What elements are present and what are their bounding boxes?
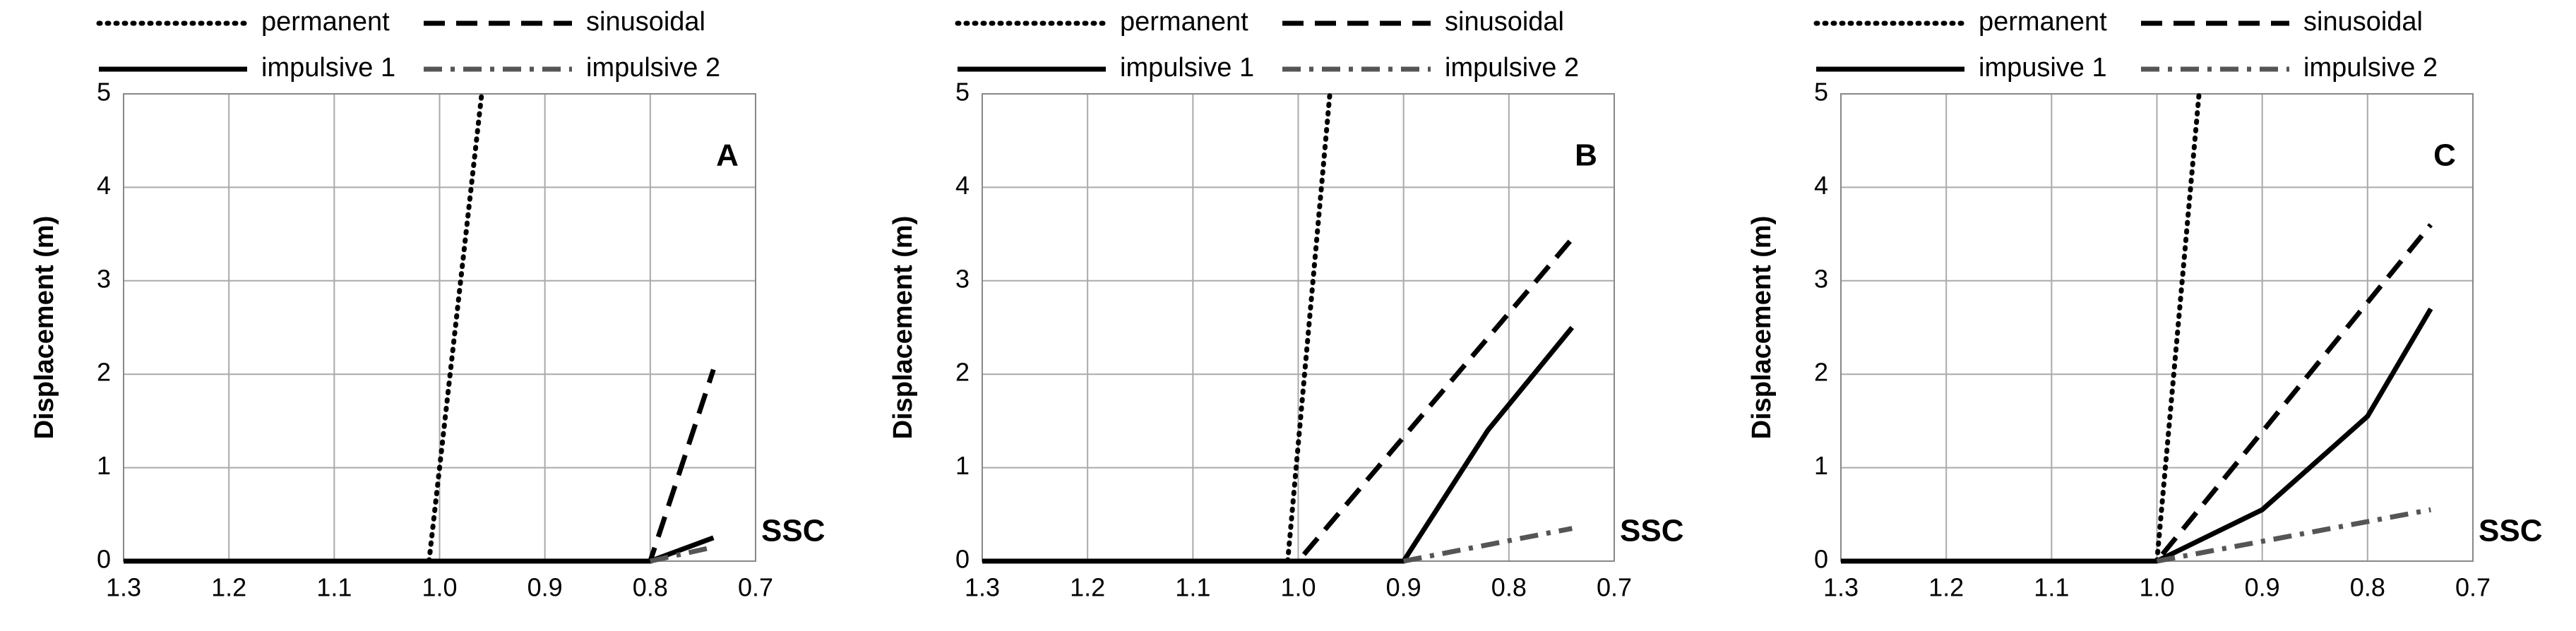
legend-label: permanent <box>261 7 390 37</box>
y-tick-label: 3 <box>955 264 970 293</box>
chart-panel: 1.3 1.2 1.1 1.0 0.9 0.8 0.7 0 1 2 3 4 5 Displacement … <box>1747 7 2542 601</box>
series-line <box>2154 91 2202 564</box>
x-tick-label: 1.2 <box>211 573 246 602</box>
series-line <box>982 236 1574 564</box>
x-tick-label: 0.7 <box>738 573 773 602</box>
series-line <box>2156 507 2431 564</box>
panel-label: C <box>2433 138 2456 173</box>
chart-panel: 1.3 1.2 1.1 1.0 0.9 0.8 0.7 0 1 2 3 4 5 Displacement … <box>30 7 825 601</box>
legend-label: sinusoidal <box>2303 7 2423 37</box>
y-tick-label: 2 <box>97 358 111 387</box>
series-line <box>427 91 484 564</box>
y-tick-label: 1 <box>955 451 970 480</box>
y-tick-label: 2 <box>1814 358 1828 387</box>
series-line <box>1841 307 2433 564</box>
panel-label: B <box>1575 138 1597 173</box>
y-axis-label: Displacement (m) <box>1747 216 1777 440</box>
y-tick-label: 0 <box>955 545 970 574</box>
y-tick-label: 3 <box>97 264 111 293</box>
y-axis-label: Displacement (m) <box>30 216 59 440</box>
y-tick-label: 1 <box>97 451 111 480</box>
y-tick-label: 5 <box>1814 78 1828 107</box>
y-tick-label: 2 <box>955 358 970 387</box>
y-tick-label: 3 <box>1814 264 1828 293</box>
x-tick-label: 0.9 <box>527 573 563 602</box>
y-tick-label: 4 <box>955 171 970 200</box>
x-tick-label: 0.8 <box>1491 573 1527 602</box>
x-tick-label: 1.0 <box>422 573 457 602</box>
x-tick-label: 0.9 <box>1386 573 1421 602</box>
annotation: SSC <box>2479 514 2542 548</box>
panel-label: A <box>716 138 739 173</box>
x-tick-label: 1.1 <box>1175 573 1210 602</box>
series-line <box>124 535 715 564</box>
series-line <box>982 325 1575 564</box>
series-line <box>650 544 715 564</box>
annotation: SSC <box>1620 514 1683 548</box>
x-tick-label: 0.9 <box>2245 573 2280 602</box>
legend-label: impulsive 2 <box>586 53 720 83</box>
legend-label: impusive 1 <box>1979 53 2107 83</box>
legend-label: sinusoidal <box>1445 7 1564 37</box>
x-tick-label: 1.2 <box>1928 573 1964 602</box>
y-tick-label: 5 <box>955 78 970 107</box>
y-tick-label: 4 <box>97 171 111 200</box>
x-tick-label: 1.3 <box>965 573 1000 602</box>
x-tick-label: 0.7 <box>2455 573 2491 602</box>
legend-label: impulsive 2 <box>1445 53 1579 83</box>
legend-label: sinusoidal <box>586 7 705 37</box>
x-tick-label: 0.8 <box>2350 573 2385 602</box>
x-tick-label: 1.1 <box>316 573 352 602</box>
x-tick-label: 1.0 <box>1280 573 1316 602</box>
y-axis-label: Displacement (m) <box>888 216 918 440</box>
x-tick-label: 1.3 <box>106 573 141 602</box>
y-tick-label: 5 <box>97 78 111 107</box>
x-tick-label: 1.3 <box>1823 573 1859 602</box>
legend-label: permanent <box>1120 7 1248 37</box>
x-tick-label: 0.8 <box>633 573 668 602</box>
x-tick-label: 1.2 <box>1070 573 1105 602</box>
x-tick-label: 1.1 <box>2034 573 2069 602</box>
legend-label: impulsive 2 <box>2303 53 2438 83</box>
x-tick-label: 1.0 <box>2139 573 2174 602</box>
annotation: SSC <box>761 514 825 548</box>
y-tick-label: 4 <box>1814 171 1828 200</box>
chart-panel: 1.3 1.2 1.1 1.0 0.9 0.8 0.7 0 1 2 3 4 5 Displacement … <box>888 7 1683 601</box>
y-tick-label: 1 <box>1814 451 1828 480</box>
y-tick-label: 0 <box>97 545 111 574</box>
legend-label: permanent <box>1979 7 2107 37</box>
series-line <box>1841 223 2433 564</box>
series-line <box>1285 91 1332 564</box>
y-tick-label: 0 <box>1814 545 1828 574</box>
legend-label: impulsive 1 <box>261 53 395 83</box>
x-tick-label: 0.7 <box>1597 573 1632 602</box>
series-line <box>124 368 716 564</box>
legend-label: impulsive 1 <box>1120 53 1254 83</box>
series-line <box>1402 526 1573 564</box>
